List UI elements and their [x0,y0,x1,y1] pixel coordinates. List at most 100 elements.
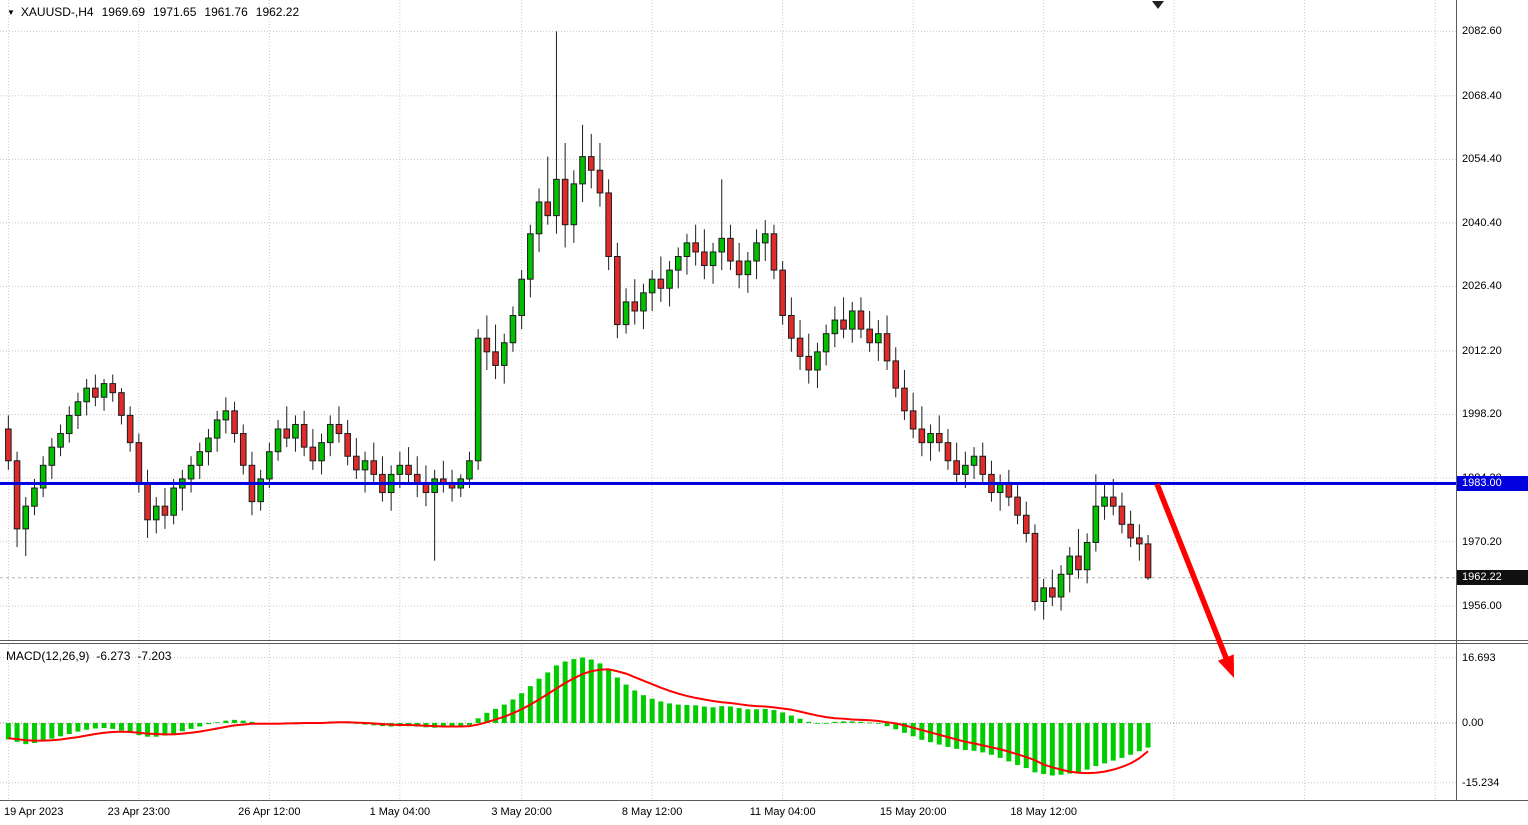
macd-bar [710,707,716,723]
candle [318,433,325,475]
macd-bar [31,723,37,743]
macd-bar [606,668,612,723]
macd-bar [458,723,464,727]
candle [727,224,734,271]
candle [396,451,404,489]
chart-shift-marker-icon[interactable] [1152,1,1164,9]
macd-bar [997,723,1003,758]
macd-axis-label: -15.234 [1462,776,1500,789]
macd-bar [762,708,768,723]
candle [152,497,160,534]
candle [413,456,421,498]
candle [570,170,578,243]
candle [996,474,1004,511]
candle [179,469,186,511]
candle [648,270,656,311]
candle [118,388,125,425]
price-line-badge: 1983.00 [1457,475,1528,491]
candle [1101,483,1108,520]
macd-bar [40,723,46,742]
candles-layer [5,31,1152,620]
panel-separator-top[interactable] [0,640,1528,641]
macd-bar [536,678,542,723]
candle [614,242,621,339]
macd-bar [249,721,255,723]
candle [65,406,73,443]
candle [483,315,491,370]
macd-bar [588,659,594,723]
symbol-dropdown-icon[interactable]: ▼ [7,7,15,17]
macd-bottom-border [0,800,1528,801]
macd-bar [788,715,794,723]
candle [5,415,12,470]
candle [1136,524,1143,561]
candle [761,220,769,262]
candle [257,469,264,511]
macd-bar [736,708,742,723]
candle [466,451,473,489]
candle [370,442,378,484]
macd-bar [1102,723,1108,764]
candle [962,451,969,489]
macd-bar [623,684,629,723]
candle [1144,534,1152,580]
candle [927,424,934,461]
price-axis-label: 2012.20 [1462,344,1502,357]
candle [239,424,247,475]
candle [901,369,908,420]
macd-bar [171,723,177,734]
macd-bar [1023,723,1029,769]
macd-bar [980,723,986,753]
macd-bar [1032,723,1038,773]
macd-bar [597,663,603,723]
candle [657,256,665,302]
candle [935,415,943,452]
macd-bar [875,723,881,724]
candle [561,142,569,248]
macd-bar [101,723,107,729]
symbol-period-label: XAUUSD-,H4 [20,5,94,19]
macd-bar [849,721,855,723]
candle [979,442,987,484]
candle [857,297,865,339]
candle [1083,533,1091,584]
macd-bar [145,723,151,737]
candle [518,270,525,330]
macd-bar [66,723,72,734]
macd-bar [136,723,142,736]
macd-bar [92,723,98,729]
candle [788,297,795,352]
candle [1075,528,1082,579]
candle [57,424,64,457]
candle [866,310,873,352]
macd-bar [693,705,699,723]
macd-bar [1058,723,1064,775]
price-level-line[interactable] [0,481,1456,485]
bid-price-badge: 1962.22 [1457,570,1528,586]
candle [309,428,317,470]
candle [196,442,204,479]
macd-signal-line [8,668,1149,775]
candle [753,229,760,280]
price-chart-canvas[interactable] [0,0,1456,641]
candle [300,410,308,457]
ohlc-high: 1971.65 [153,5,197,19]
price-axis-label: 1956.00 [1462,600,1502,613]
time-axis-label: 18 May 12:00 [1010,806,1077,818]
macd-bar [954,723,960,749]
macd-bar [484,712,490,723]
candle [918,406,926,457]
candle [1092,474,1100,552]
macd-bar [1136,723,1142,752]
candle [640,283,647,330]
macd-bar [466,723,472,725]
candle [988,460,995,502]
macd-bar [580,657,586,723]
candle [92,374,99,407]
macd-bar [667,703,673,723]
candle [266,442,273,489]
candle [422,465,430,507]
macd-chart-canvas[interactable] [0,645,1456,801]
candle [440,460,447,493]
macd-bar [901,723,907,733]
